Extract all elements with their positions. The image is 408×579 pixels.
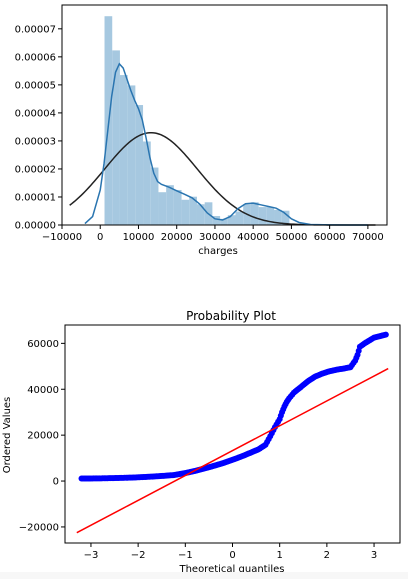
kde-curve: [84, 62, 368, 226]
y-tick-label: −20000: [19, 522, 59, 533]
y-tick-label: 20000: [27, 431, 59, 442]
y-tick-label: 0.00002: [15, 164, 56, 175]
y-tick-label: 0.00005: [15, 80, 56, 91]
probplot-x-ticks: −3 −2 −1 0 1 2 3: [84, 543, 377, 561]
hist-bar: [181, 199, 190, 225]
y-tick-label: 0.00007: [15, 24, 56, 35]
hist-bar: [150, 167, 159, 225]
y-tick-label: 0.00004: [15, 108, 56, 119]
hist-x-ticks: −10000 0 10000 20000 30000 40000 50000 60000 700…: [42, 225, 384, 243]
probplot-title: Probability Plot: [186, 309, 276, 323]
hist-bar: [266, 207, 275, 225]
probplot-point: [382, 331, 389, 338]
x-tick-label: 70000: [352, 232, 384, 243]
hist-bar: [127, 85, 136, 225]
hist-bar: [227, 215, 236, 225]
y-tick-label: 0.00001: [15, 192, 56, 203]
x-tick-label: −2: [131, 550, 146, 561]
hist-bar: [258, 207, 267, 225]
x-tick-label: −10000: [42, 232, 82, 243]
bottom-strip: [0, 572, 408, 579]
hist-bar: [281, 210, 290, 225]
y-tick-label: 0.00000: [15, 221, 56, 232]
x-tick-label: −3: [84, 550, 99, 561]
hist-bar: [250, 202, 259, 225]
x-tick-label: 0: [97, 232, 103, 243]
hist-bar: [274, 209, 282, 225]
hist-bars: [104, 16, 344, 226]
x-tick-label: 3: [371, 550, 377, 561]
x-tick-label: 50000: [276, 232, 308, 243]
hist-bar: [196, 204, 205, 225]
x-tick-label: 10000: [123, 232, 155, 243]
hist-bar: [220, 218, 228, 225]
hist-bar: [212, 216, 221, 225]
y-tick-label: 40000: [27, 385, 59, 396]
x-tick-label: 20000: [161, 232, 193, 243]
x-tick-label: 1: [276, 550, 282, 561]
hist-bar: [166, 185, 174, 225]
hist-bar: [173, 189, 182, 225]
x-tick-label: 0: [229, 550, 235, 561]
hist-bar: [112, 50, 120, 225]
hist-bar: [158, 192, 167, 225]
hist-bar: [135, 105, 144, 225]
x-tick-label: 30000: [199, 232, 231, 243]
hist-y-ticks: 0.00000 0.00001 0.00002 0.00003 0.00004 0.000…: [15, 24, 62, 232]
y-tick-label: 0: [53, 477, 59, 488]
hist-bar: [235, 211, 244, 225]
probplot-y-ticks: −20000 0 20000 40000 60000: [19, 339, 65, 533]
x-tick-label: 60000: [314, 232, 346, 243]
y-tick-label: 60000: [27, 339, 59, 350]
hist-bar: [143, 141, 151, 225]
probability-plot: Probability Plot −3 −2 −1 0 1 2 3 −20000 0 20000…: [2, 309, 401, 575]
hist-bar: [189, 196, 197, 225]
x-tick-label: 40000: [237, 232, 269, 243]
y-tick-label: 0.00003: [15, 136, 56, 147]
hist-plot-frame: [61, 4, 388, 226]
x-tick-label: −1: [178, 550, 193, 561]
probplot-points: [78, 331, 389, 482]
hist-bar: [119, 75, 128, 226]
y-tick-label: 0.00006: [15, 52, 56, 63]
probplot-y-axis-label: Ordered Values: [2, 397, 13, 474]
x-tick-label: 2: [324, 550, 330, 561]
probplot-frame: [64, 324, 401, 544]
distribution-chart: −10000 0 10000 20000 30000 40000 50000 60000 700…: [15, 4, 388, 257]
hist-x-axis-label: charges: [198, 246, 238, 257]
probplot-fit-line: [76, 367, 389, 534]
probplot-x-axis-label: Theoretical quantiles: [178, 564, 284, 575]
